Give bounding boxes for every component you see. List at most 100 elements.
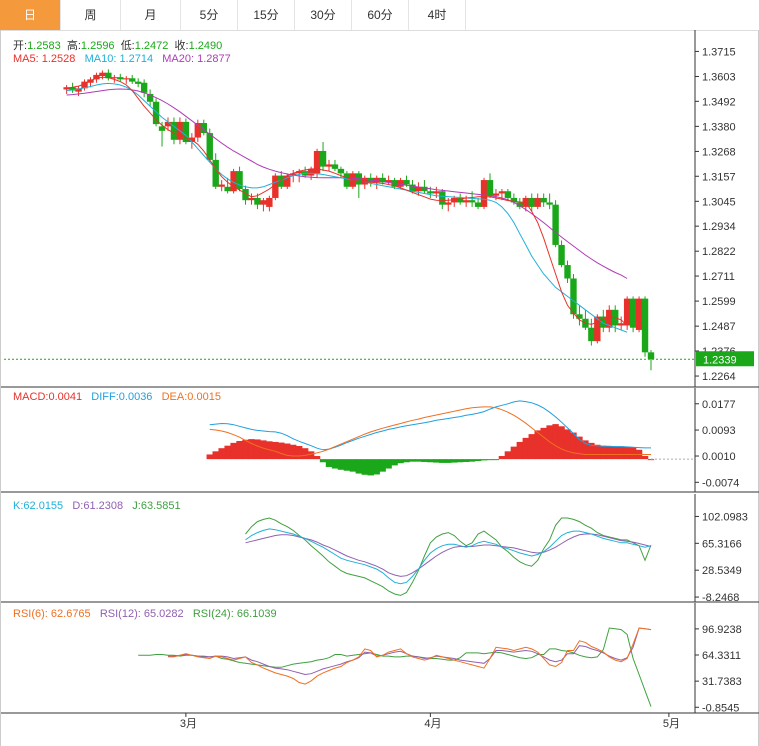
macd-bar-8 [254,439,261,460]
rsi12-line [168,627,652,676]
dea-value: 0.0015 [187,391,221,403]
candle-body-22 [194,123,202,138]
candle-body-10 [123,78,130,80]
period-tabs: 日周月 5分 15分 30分 60分 4时 [0,0,759,31]
tab-2[interactable]: 月 [121,0,181,30]
macd-value: 0.0041 [48,391,83,403]
current-price-value: 1.2339 [703,354,737,366]
candle-body-94 [623,298,631,326]
candle-body-12 [134,81,142,84]
kdj-readout: K:62.0155 D:61.2308 J:63.5851 [13,500,181,512]
candle-body-62 [433,191,440,194]
macd-bar-70 [623,446,631,460]
current-price-badge [696,351,754,367]
candle-body-1 [69,87,76,91]
rsi6-line [168,627,652,685]
price-tick-label-2: 1.3492 [702,96,736,108]
tab-5[interactable]: 30分 [295,0,352,30]
macd-bar-45 [474,459,482,462]
price-tick-label-0: 1.3715 [702,46,736,58]
candle-body-33 [260,200,267,205]
candle-body-88 [588,327,595,342]
candle-body-76 [516,202,524,207]
macd-bar-20 [325,459,333,467]
rsi-tick-label-0: 96.9238 [702,624,742,636]
macd-bar-62 [576,436,583,460]
tab-1[interactable]: 周 [61,0,121,30]
tab-6[interactable]: 60分 [352,0,409,30]
macd-bar-33 [403,459,410,463]
candle-body-89 [594,316,601,342]
rsi-readout: RSI(6): 62.6765 RSI(12): 65.0282 RSI(24)… [13,608,277,620]
price-tick-label-4: 1.3268 [702,146,736,158]
ma-readout: MA5: 1.2528 MA10: 1.2714 MA20: 1.2877 [13,53,231,65]
candle-body-78 [528,197,535,207]
macd-bar-25 [355,459,363,474]
macd-bar-43 [462,459,470,462]
tab-3[interactable]: 5分 [181,0,238,30]
candle-body-75 [510,197,518,203]
macd-bar-5 [236,440,243,460]
candle-body-32 [254,197,261,205]
j-line [245,517,652,596]
macd-bar-35 [415,459,422,462]
macd-bar-55 [534,430,541,460]
macd-bar-46 [480,459,488,461]
tab-7[interactable]: 4时 [409,0,466,30]
candle-body-47 [343,173,351,187]
tab-4[interactable]: 15分 [238,0,295,30]
macd-bar-64 [588,442,595,460]
macd-bar-56 [540,427,547,460]
macd-tick-label-3: -0.0074 [702,477,739,489]
candle-body-71 [486,180,494,196]
tab-0[interactable]: 日 [0,0,61,30]
macd-bar-0 [206,454,213,460]
macd-bar-27 [367,459,374,476]
macd-bar-41 [451,459,458,463]
macd-bar-11 [272,441,279,460]
diff-value: 0.0036 [118,391,153,403]
macd-bar-3 [224,445,231,460]
candle-body-15 [152,101,160,125]
candle-body-27 [224,186,231,192]
ma5-value: 1.2528 [41,53,76,65]
rsi-tick-label-3: -0.8545 [702,702,739,714]
macd-bar-12 [278,442,285,460]
price-tick-label-1: 1.3603 [702,71,736,83]
macd-bar-52 [516,441,524,460]
candle-body-11 [129,78,136,82]
candle-body-96 [635,298,643,330]
macd-bar-48 [492,459,500,461]
candle-body-9 [117,77,124,80]
macd-bar-37 [427,459,434,463]
macd-bar-9 [260,440,267,460]
d-value: 61.2308 [83,500,124,512]
candle-body-5 [93,74,100,80]
candle-body-61 [427,191,434,194]
x-tick-label-2: 5月 [663,718,680,730]
candle-body-13 [140,82,148,93]
kdj-tick-label-1: 65.3166 [702,538,742,550]
open-label: 开: [13,40,28,52]
candle-body-70 [480,180,488,207]
candle-body-6 [99,72,106,77]
macd-bar-18 [313,456,321,460]
candle-body-46 [337,168,345,174]
low-value: 1.2472 [134,40,169,52]
candle-body-86 [576,314,583,319]
macd-bar-4 [230,442,237,460]
candle-body-90 [600,316,607,328]
candle-body-63 [439,191,446,205]
candle-body-83 [558,244,565,266]
macd-bar-63 [582,440,589,460]
candle-body-97 [641,298,649,353]
candle-body-38 [290,173,297,176]
candle-body-73 [498,191,506,194]
candle-body-44 [325,164,333,167]
candle-body-7 [105,72,112,79]
j-label: J: [132,500,141,512]
candle-body-39 [295,171,303,174]
candle-body-18 [170,121,178,140]
rsi12-value: 65.0282 [143,608,184,620]
ma20-value: 1.2877 [197,53,231,65]
